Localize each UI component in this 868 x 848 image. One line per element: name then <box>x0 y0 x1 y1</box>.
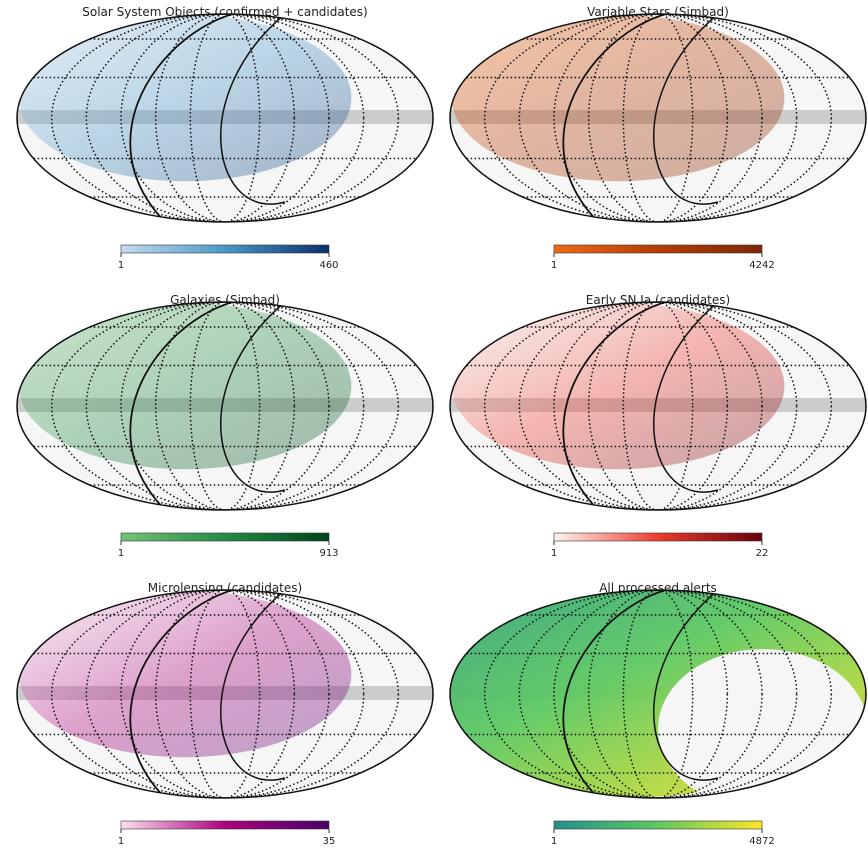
colorbar-tick-label: 35 <box>323 836 336 847</box>
colorbar <box>121 245 329 253</box>
colorbar-tick-label: 1 <box>118 836 124 847</box>
colorbar-tick-label: 1 <box>118 548 124 559</box>
sky-map-grid: Solar System Objects (confirmed + candid… <box>0 0 868 848</box>
colorbar <box>121 821 329 829</box>
colorbar-tick-label: 1 <box>551 836 557 847</box>
colorbar-tick-label: 4872 <box>749 836 774 847</box>
colorbar-tick-label: 22 <box>756 548 769 559</box>
empty-region <box>658 649 868 809</box>
sky-map <box>450 10 866 222</box>
sky-map <box>17 298 433 510</box>
colorbar <box>554 821 762 829</box>
colorbar <box>554 245 762 253</box>
sky-map <box>17 10 433 222</box>
sky-map <box>17 586 433 798</box>
colorbar-tick-label: 460 <box>319 260 338 271</box>
colorbar-tick-label: 1 <box>118 260 124 271</box>
sky-map <box>450 298 866 510</box>
colorbar-tick-label: 913 <box>319 548 338 559</box>
colorbar-tick-label: 1 <box>551 548 557 559</box>
colorbar-tick-label: 4242 <box>749 260 774 271</box>
colorbar-tick-label: 1 <box>551 260 557 271</box>
colorbar <box>554 533 762 541</box>
colorbar <box>121 533 329 541</box>
